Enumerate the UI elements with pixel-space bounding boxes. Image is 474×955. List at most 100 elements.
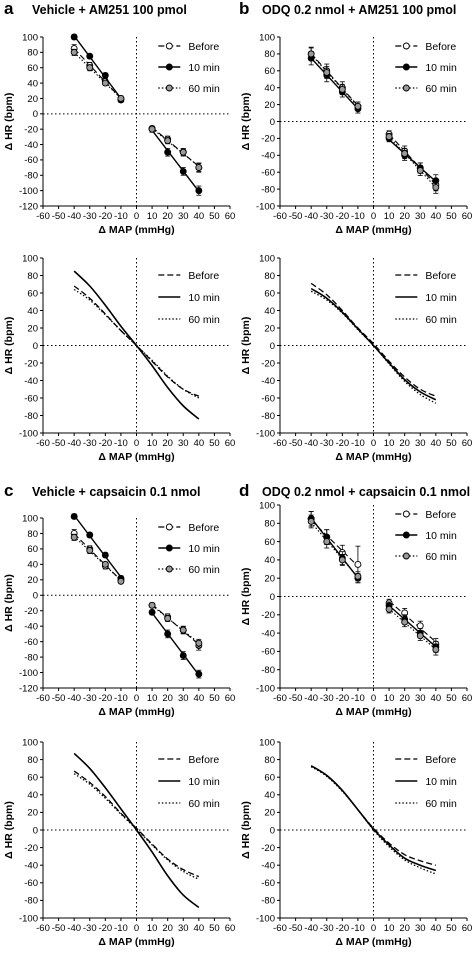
y-tick-label: -80	[24, 896, 38, 907]
panel-letter: b	[239, 0, 249, 18]
chart-c-top: c Vehicle + capsaicin 0.1 nmol-120-100-80…	[3, 481, 235, 718]
x-tick-label: 30	[178, 438, 189, 449]
x-tick-label: 20	[162, 693, 173, 704]
y-tick-label: -100	[256, 683, 275, 694]
x-tick-label: -10	[114, 211, 128, 222]
x-tick-label: -50	[52, 438, 66, 449]
series-60-min	[73, 773, 200, 880]
y-tick-label: -40	[261, 861, 275, 872]
x-axis-label: Δ MAP (mmHg)	[335, 224, 411, 236]
y-tick-label: -80	[24, 171, 38, 182]
legend-label: 10 min	[425, 62, 457, 74]
x-tick-label: -10	[114, 923, 128, 934]
chart-b-top: b ODQ 0.2 nmol + AM251 100 pmol-100-80-60…	[239, 0, 472, 236]
x-tick-label: 10	[147, 438, 158, 449]
y-tick-label: 60	[27, 544, 38, 555]
x-tick-label: 60	[462, 438, 473, 449]
y-tick-label: -40	[261, 628, 275, 639]
fit-line	[388, 600, 437, 643]
y-axis-label: Δ HR (bpm)	[240, 93, 252, 151]
y-tick-label: -40	[24, 861, 38, 872]
x-tick-label: -30	[83, 923, 97, 934]
data-point	[354, 102, 362, 110]
x-tick-label: 50	[446, 923, 457, 934]
fit-line	[73, 51, 122, 99]
panel-letter: d	[239, 481, 249, 500]
x-tick-label: -30	[320, 438, 334, 449]
x-tick-label: 20	[399, 923, 410, 934]
y-tick-label: -80	[261, 184, 275, 195]
y-tick-label: 0	[270, 825, 275, 836]
x-tick-label: 20	[162, 211, 173, 222]
x-tick-label: 10	[147, 693, 158, 704]
y-tick-label: 20	[27, 94, 38, 105]
x-tick-label: 50	[209, 438, 220, 449]
data-point	[354, 572, 362, 580]
data-point	[70, 513, 78, 520]
x-tick-label: 0	[371, 923, 376, 934]
y-tick-label: 40	[27, 306, 38, 317]
panel-letter: a	[4, 0, 14, 18]
x-tick-label: -40	[304, 211, 318, 222]
data-point	[86, 64, 94, 72]
y-tick-label: -120	[19, 201, 38, 212]
x-axis-label: Δ MAP (mmHg)	[335, 451, 411, 463]
y-tick-label: 0	[33, 109, 38, 120]
x-tick-label: -60	[273, 693, 287, 704]
legend-label: 10 min	[188, 543, 220, 555]
data-point	[338, 556, 346, 564]
fit-line	[388, 605, 437, 648]
legend: Before 10 min 60 min	[395, 41, 457, 95]
data-point	[164, 630, 172, 638]
legend-label: 10 min	[188, 292, 220, 304]
data-point	[117, 95, 125, 102]
legend: Before 10 min 60 min	[158, 522, 220, 576]
y-axis-label: Δ HR (bpm)	[240, 568, 252, 626]
curve	[310, 287, 437, 401]
y-tick-label: 80	[264, 271, 275, 282]
legend-label: 60 min	[425, 551, 457, 563]
legend-label: Before	[425, 754, 456, 766]
panel-letter: c	[4, 481, 13, 500]
x-tick-label: 60	[462, 211, 473, 222]
data-point	[101, 560, 109, 568]
data-point	[354, 561, 362, 568]
y-tick-label: 80	[27, 755, 38, 766]
fit-line	[388, 133, 437, 186]
legend-marker	[402, 63, 410, 71]
x-tick-label: -10	[351, 211, 365, 222]
series-10-min	[310, 287, 437, 401]
x-tick-label: 20	[399, 693, 410, 704]
y-tick-label: -100	[256, 201, 275, 212]
legend-label: Before	[425, 270, 456, 282]
data-point	[101, 551, 109, 559]
x-tick-label: 0	[134, 693, 139, 704]
x-tick-label: -60	[273, 923, 287, 934]
fit-line	[310, 517, 359, 579]
x-tick-label: -60	[36, 693, 50, 704]
y-axis-label: Δ HR (bpm)	[3, 93, 15, 151]
y-tick-label: 0	[270, 592, 275, 603]
x-tick-label: 20	[399, 438, 410, 449]
x-tick-label: 20	[399, 211, 410, 222]
x-axis-label: Δ MAP (mmHg)	[335, 936, 411, 948]
legend-label: Before	[188, 754, 219, 766]
x-tick-label: 10	[384, 923, 395, 934]
series-60-min	[307, 514, 440, 656]
y-tick-label: 0	[33, 341, 38, 352]
y-tick-label: 60	[264, 288, 275, 299]
y-tick-label: 40	[27, 790, 38, 801]
x-tick-label: -60	[36, 438, 50, 449]
x-tick-label: -20	[98, 438, 112, 449]
x-tick-label: -40	[304, 438, 318, 449]
y-tick-label: 100	[259, 253, 275, 264]
x-tick-label: 40	[194, 923, 205, 934]
legend-label: 10 min	[425, 530, 457, 542]
legend-marker	[402, 42, 410, 50]
x-tick-label: -20	[335, 211, 349, 222]
x-tick-label: -20	[335, 693, 349, 704]
x-tick-label: -20	[335, 923, 349, 934]
x-tick-label: -10	[351, 923, 365, 934]
data-point	[385, 133, 393, 141]
